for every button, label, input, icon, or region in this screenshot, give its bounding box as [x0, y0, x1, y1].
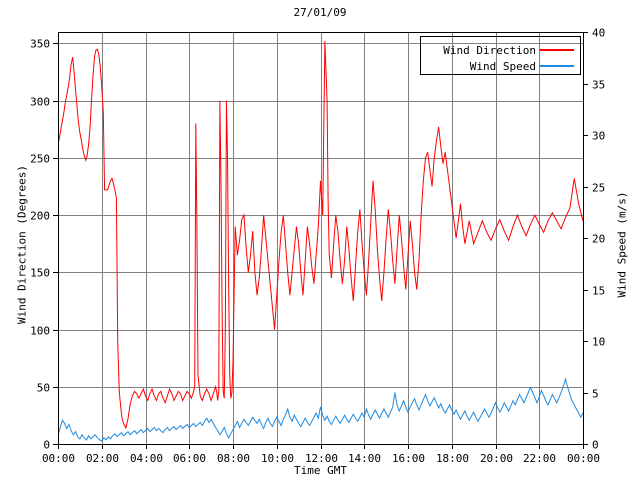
data-series	[58, 41, 583, 442]
y2-tick-label: 40	[592, 27, 605, 40]
y2-tick-label: 25	[592, 182, 605, 195]
plot-frame	[58, 32, 584, 445]
x-tick-label: 20:00	[480, 452, 513, 465]
legend-box	[420, 36, 581, 75]
x-tick-label: 06:00	[173, 452, 206, 465]
y-tick-label: 200	[30, 210, 50, 223]
chart-legend: Wind Direction Wind Speed	[420, 36, 581, 75]
y-tick-label: 150	[30, 267, 50, 280]
x-tick-label: 12:00	[305, 452, 338, 465]
y-tick-label: 300	[30, 96, 50, 109]
x-tick-label: 10:00	[261, 452, 294, 465]
y2-tick-label: 0	[592, 439, 599, 452]
y2-tick-label: 35	[592, 79, 605, 92]
y2-tick-label: 5	[592, 388, 599, 401]
y-tick-label: 50	[37, 382, 50, 395]
series-line-wind-speed	[58, 377, 583, 442]
x-tick-label: 08:00	[217, 452, 250, 465]
x-tick-label: 16:00	[392, 452, 425, 465]
y2-tick-label: 30	[592, 130, 605, 143]
legend-label: Wind Direction	[443, 44, 536, 57]
x-axis-ticks: 00:00 02:00 04:00 06:00 08:00 10:00 12:00 14:00…	[42, 444, 600, 465]
y-tick-label: 350	[30, 38, 50, 51]
y-tick-label: 0	[43, 439, 50, 452]
y-tick-label: 250	[30, 153, 50, 166]
y2-tick-label: 10	[592, 336, 605, 349]
x-tick-label: 00:00	[567, 452, 600, 465]
x-tick-label: 00:00	[42, 452, 75, 465]
y-tick-label: 100	[30, 325, 50, 338]
y-axis-ticks-right: 0 5 10 15 20 25 30 35 40	[583, 27, 605, 452]
x-axis-label: Time GMT	[294, 464, 347, 477]
y2-tick-label: 15	[592, 285, 605, 298]
y-axis-ticks-left: 0 50 100 150 200 250 300 350	[30, 38, 58, 452]
x-tick-label: 18:00	[436, 452, 469, 465]
x-tick-label: 22:00	[523, 452, 556, 465]
y2-tick-label: 20	[592, 233, 605, 246]
legend-label: Wind Speed	[470, 60, 536, 73]
series-line-wind-direction	[58, 41, 583, 430]
x-tick-label: 02:00	[86, 452, 119, 465]
chart-title: 27/01/09	[293, 6, 347, 19]
grid-lines	[58, 32, 583, 444]
x-tick-label: 04:00	[130, 452, 163, 465]
x-tick-label: 14:00	[348, 452, 381, 465]
